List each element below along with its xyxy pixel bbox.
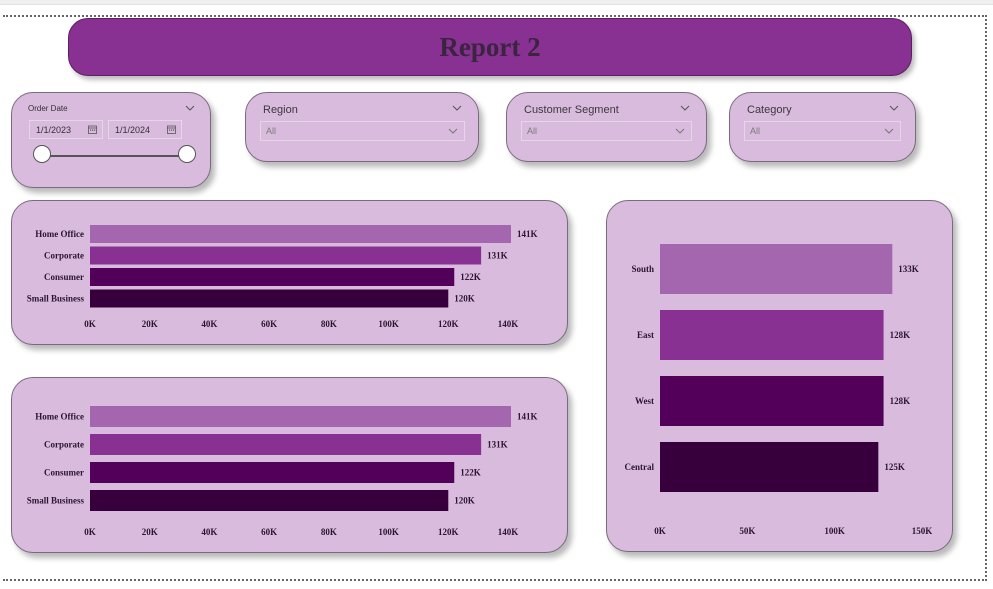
start-date-value: 1/1/2023: [36, 125, 72, 135]
category-slicer-title: Category: [747, 104, 792, 116]
x-tick-label: 80K: [321, 527, 337, 537]
x-tick-label: 120K: [438, 527, 459, 537]
x-tick-label: 40K: [201, 319, 217, 329]
category-label: Consumer: [44, 468, 84, 478]
data-label: 133K: [898, 264, 919, 274]
report-canvas-border: [3, 15, 987, 581]
category-label: Home Office: [35, 412, 84, 422]
category-label: Small Business: [27, 294, 85, 304]
end-date-value: 1/1/2024: [115, 125, 151, 135]
x-tick-label: 40K: [201, 527, 217, 537]
category-label: Central: [625, 462, 655, 472]
chevron-down-icon[interactable]: [680, 104, 690, 112]
x-tick-label: 60K: [261, 527, 277, 537]
category-slicer[interactable]: Category All: [729, 92, 916, 162]
data-label: 122K: [460, 272, 481, 282]
bar: [90, 434, 482, 455]
category-label: Consumer: [44, 272, 84, 282]
customer-segment-dropdown[interactable]: All: [521, 121, 692, 141]
report-title-bar: Report 2: [68, 18, 912, 76]
x-tick-label: 120K: [438, 319, 459, 329]
category-dropdown-value: All: [750, 126, 761, 136]
category-label: Home Office: [35, 229, 84, 239]
category-label: Corporate: [44, 440, 84, 450]
calendar-icon[interactable]: [167, 125, 176, 134]
region-slicer-title: Region: [263, 104, 298, 116]
data-label: 141K: [517, 412, 538, 422]
bar: [90, 462, 455, 483]
x-tick-label: 20K: [142, 319, 158, 329]
data-label: 120K: [454, 496, 475, 506]
region-slicer[interactable]: Region All: [245, 92, 479, 162]
category-label: East: [637, 330, 654, 340]
x-tick-label: 60K: [261, 319, 277, 329]
x-tick-label: 150K: [912, 526, 933, 536]
x-tick-label: 0K: [84, 319, 96, 329]
bar: [660, 244, 893, 294]
region-dropdown[interactable]: All: [260, 121, 465, 141]
data-label: 120K: [454, 294, 475, 304]
data-label: 128K: [890, 330, 911, 340]
bar: [90, 268, 455, 286]
order-date-title: Order Date: [28, 104, 68, 113]
bar: [660, 442, 879, 492]
x-tick-label: 140K: [498, 319, 519, 329]
bar: [660, 310, 884, 360]
category-dropdown[interactable]: All: [744, 121, 901, 141]
data-label: 125K: [884, 462, 905, 472]
start-date-input[interactable]: 1/1/2023: [29, 120, 103, 139]
bar: [90, 490, 449, 511]
x-tick-label: 100K: [824, 526, 845, 536]
chevron-down-icon[interactable]: [185, 104, 195, 112]
x-tick-label: 0K: [654, 526, 666, 536]
date-range-slider-track[interactable]: [42, 155, 188, 157]
bar: [90, 246, 482, 265]
calendar-icon[interactable]: [88, 125, 97, 134]
data-label: 131K: [487, 440, 508, 450]
category-label: Corporate: [44, 251, 84, 261]
customer-segment-dropdown-value: All: [527, 126, 538, 136]
x-tick-label: 50K: [739, 526, 755, 536]
region-dropdown-value: All: [266, 126, 277, 136]
x-tick-label: 20K: [142, 527, 158, 537]
chevron-down-icon[interactable]: [452, 104, 462, 112]
bar: [90, 225, 511, 243]
top-toolbar-strip: [0, 0, 993, 5]
category-label: West: [635, 396, 654, 406]
end-date-input[interactable]: 1/1/2024: [108, 120, 182, 139]
data-label: 141K: [517, 229, 538, 239]
bar: [90, 289, 449, 308]
customer-segment-slicer[interactable]: Customer Segment All: [506, 92, 707, 162]
bar: [660, 376, 884, 426]
data-label: 131K: [487, 251, 508, 261]
chevron-down-icon[interactable]: [889, 104, 899, 112]
x-tick-label: 100K: [378, 527, 399, 537]
order-date-slicer[interactable]: Order Date 1/1/2023 1/1/2024: [11, 92, 211, 188]
customer-segment-slicer-title: Customer Segment: [524, 104, 619, 116]
data-label: 122K: [460, 468, 481, 478]
category-label: Small Business: [27, 496, 85, 506]
bar: [90, 406, 511, 427]
date-slider-start-handle[interactable]: [33, 145, 51, 163]
chevron-down-icon[interactable]: [448, 127, 458, 135]
date-slider-end-handle[interactable]: [178, 145, 196, 163]
data-label: 128K: [890, 396, 911, 406]
chevron-down-icon[interactable]: [675, 127, 685, 135]
x-tick-label: 0K: [84, 527, 96, 537]
chevron-down-icon[interactable]: [884, 127, 894, 135]
x-tick-label: 140K: [498, 527, 519, 537]
category-label: South: [631, 264, 654, 274]
x-tick-label: 100K: [378, 319, 399, 329]
report-title: Report 2: [439, 31, 541, 62]
x-tick-label: 80K: [321, 319, 337, 329]
